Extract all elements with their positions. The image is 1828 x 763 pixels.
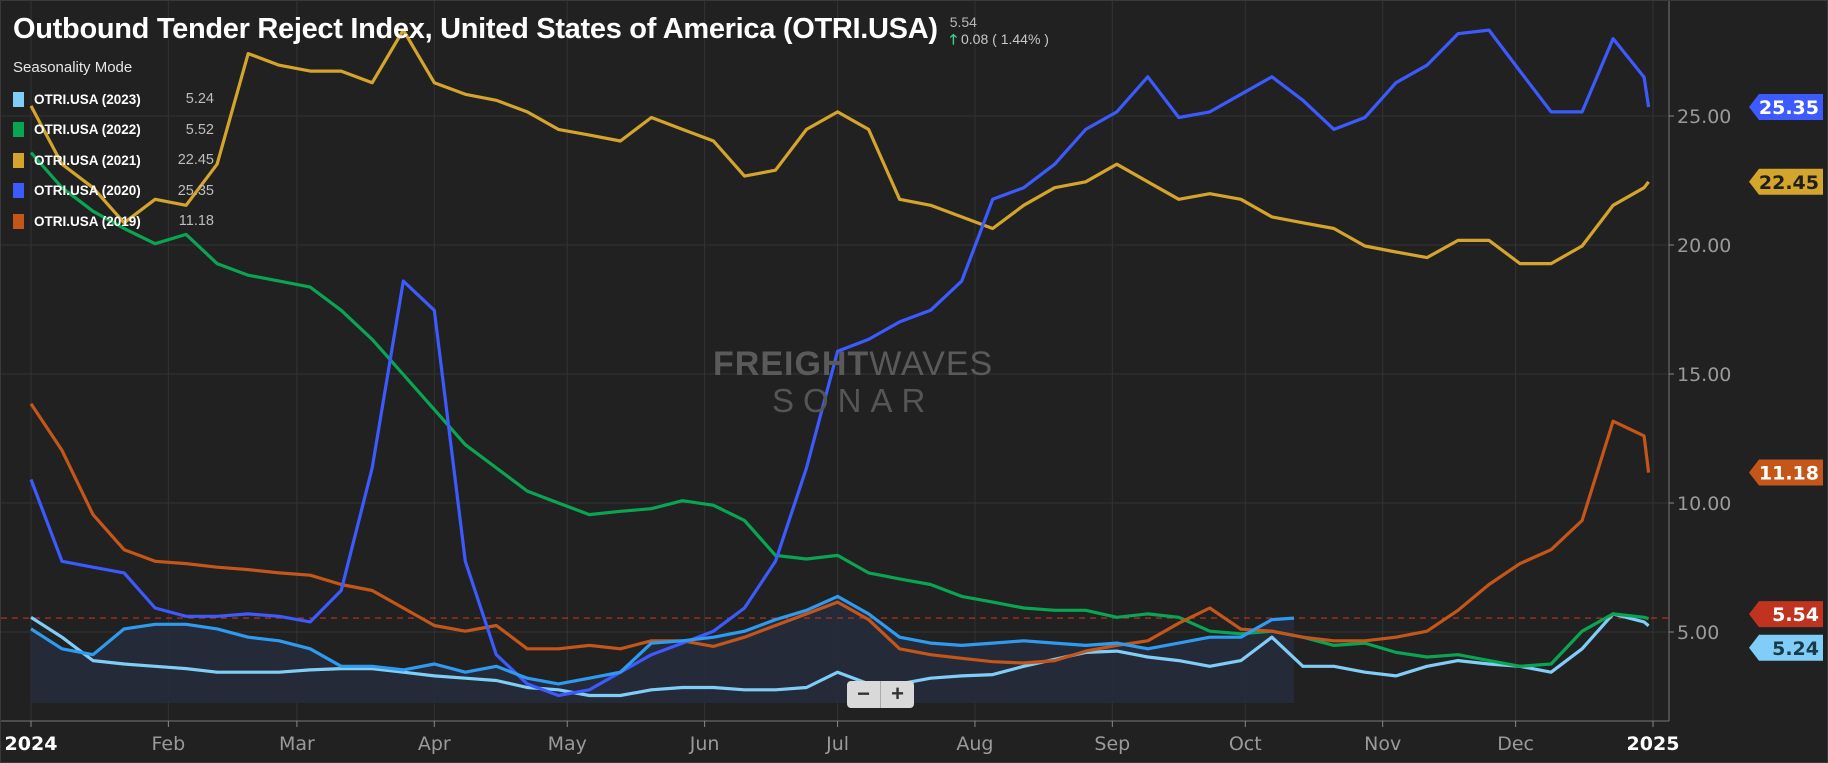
legend-value: 5.52 — [185, 121, 214, 138]
x-tick-label: Jun — [689, 733, 720, 755]
quote-box: 5.54 🡑 0.08 ( 1.44% ) — [950, 14, 1049, 48]
change-row: 🡑 0.08 ( 1.44% ) — [950, 31, 1049, 48]
change-value: 0.08 ( 1.44% ) — [961, 31, 1049, 47]
y-tick-label: 5.00 — [1677, 622, 1719, 644]
watermark-sonar: SONAR — [771, 382, 935, 419]
series-2021-last-tag-label: 22.45 — [1759, 172, 1819, 194]
series-line-2023 — [30, 612, 1650, 698]
legend-swatch — [13, 122, 24, 138]
legend-item[interactable]: OTRI.USA (2020) 25.35 — [13, 176, 214, 207]
y-tick-label: 20.00 — [1677, 235, 1731, 257]
series-2019-last-tag-label: 11.18 — [1759, 463, 1819, 485]
zoom-out-button[interactable]: − — [857, 681, 870, 706]
series-2021-last-tag — [1749, 168, 1823, 195]
y-tick-label: 10.00 — [1677, 493, 1731, 515]
series-2020-last-tag — [1749, 93, 1823, 120]
legend-item[interactable]: OTRI.USA (2019) 11.18 — [13, 206, 214, 237]
series-line-2022 — [29, 151, 1650, 668]
y-tick-label: 15.00 — [1677, 364, 1731, 386]
series-2019-last-tag — [1749, 459, 1823, 486]
seasonality-mode-label: Seasonality Mode — [13, 59, 133, 76]
series-line-2020 — [29, 28, 1651, 698]
x-tick-label: Oct — [1229, 733, 1262, 755]
arrow-up-icon: 🡑 — [949, 31, 957, 47]
legend-swatch — [13, 183, 24, 199]
series-2023-last-tag-label: 5.24 — [1772, 638, 1819, 660]
series-2023-last-tag — [1749, 634, 1823, 661]
x-tick-label: Apr — [418, 733, 451, 755]
x-tick-label: Mar — [279, 733, 315, 755]
series-line-2019 — [29, 402, 1651, 665]
x-tick-label: Feb — [152, 733, 186, 755]
last-value: 5.54 — [949, 14, 977, 30]
x-tick-label: Dec — [1497, 733, 1534, 755]
zoom-controls: − + — [847, 681, 914, 708]
current-last-tag-label: 5.54 — [1772, 604, 1819, 626]
legend-swatch — [13, 213, 24, 229]
legend-label: OTRI.USA (2020) — [34, 183, 141, 199]
x-tick-label: 2024 — [5, 733, 58, 755]
legend-item[interactable]: OTRI.USA (2021) 22.45 — [13, 145, 214, 176]
chart-header: Outbound Tender Reject Index, United Sta… — [13, 13, 1049, 48]
x-tick-label: May — [548, 733, 587, 755]
legend-value: 11.18 — [178, 213, 214, 230]
watermark-thin: WAVES — [869, 345, 994, 383]
current-series-line — [30, 594, 1295, 686]
legend-value: 25.35 — [177, 182, 214, 199]
legend-label: OTRI.USA (2021) — [34, 152, 141, 168]
legend-label: OTRI.USA (2019) — [34, 213, 141, 229]
x-tick-label: Aug — [956, 733, 993, 755]
legend-swatch — [13, 152, 24, 168]
freightwaves-sonar-watermark: FREIGHTWAVES SONAR — [713, 345, 993, 420]
chart-title: Outbound Tender Reject Index, United Sta… — [13, 13, 938, 45]
series-2020-last-tag-label: 25.35 — [1759, 97, 1819, 119]
legend-label: OTRI.USA (2023) — [34, 91, 141, 107]
legend-value: 5.24 — [185, 91, 214, 108]
x-tick-label: Jul — [825, 733, 849, 755]
series-line-2021 — [29, 28, 1650, 266]
legend-label: OTRI.USA (2022) — [34, 122, 141, 138]
legend-value: 22.45 — [177, 152, 214, 169]
legend: Seasonality Mode OTRI.USA (2023) 5.24 OT… — [13, 59, 214, 237]
legend-item[interactable]: OTRI.USA (2023) 5.24 — [13, 84, 214, 115]
y-tick-label: 25.00 — [1677, 106, 1731, 128]
watermark-bold: FREIGHT — [713, 345, 870, 383]
legend-swatch — [13, 91, 24, 107]
zoom-in-button[interactable]: + — [880, 681, 914, 708]
x-tick-label: 2025 — [1627, 733, 1680, 755]
x-tick-label: Nov — [1364, 733, 1401, 755]
legend-item[interactable]: OTRI.USA (2022) 5.52 — [13, 115, 214, 146]
x-tick-label: Sep — [1094, 733, 1130, 755]
current-last-tag — [1749, 601, 1823, 628]
